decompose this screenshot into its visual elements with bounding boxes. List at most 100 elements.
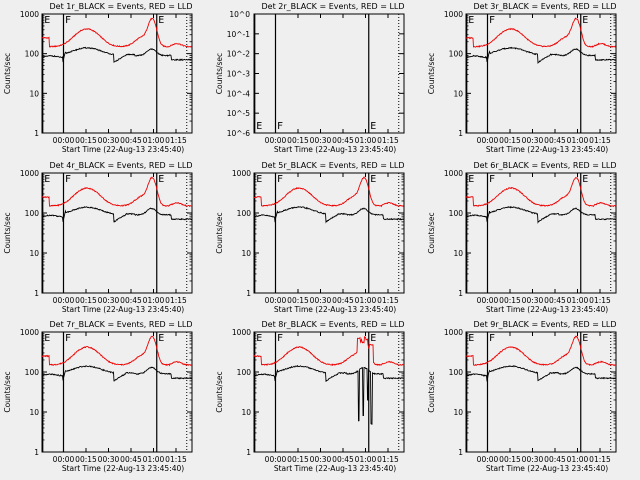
y-tick-label: 10^-5 [227,109,251,118]
lld-series-line [41,17,193,48]
y-tick-label: 1 [246,289,251,298]
marker-label: E [582,174,588,185]
y-tick-label: 100 [25,209,40,218]
x-tick-label: 00:00 [265,455,287,464]
y-tick-label: 10 [241,249,251,258]
marker-label: F [65,174,71,185]
x-tick-label: 00:45 [544,296,566,305]
y-tick-label: 1 [458,448,463,457]
events-series-line [41,206,193,223]
panel-title: Det 1r_BLACK = Events, RED = LLD [49,2,192,11]
plot-frame [41,13,193,134]
events-series-line [253,206,405,224]
x-tick-label: 00:45 [120,455,142,464]
lld-series-line [465,335,617,366]
y-tick-label: 100 [237,209,252,218]
marker-label: E [158,174,164,185]
x-tick-label: 00:45 [332,136,354,145]
y-axis-label: Counts/sec [427,53,436,94]
marker-label: F [65,333,71,344]
x-tick-label: 00:15 [499,136,521,145]
x-tick-label: 01:15 [589,136,611,145]
y-tick-label: 10 [29,408,39,417]
events-series-line [465,205,617,224]
x-tick-label: 00:30 [310,136,332,145]
x-tick-label: 01:00 [567,136,589,145]
lld-series-line [253,176,404,208]
marker-label: E [256,174,262,185]
plot-frame [253,13,405,134]
events-series-line [465,46,617,64]
y-tick-label: 1000 [232,169,251,178]
x-tick-label: 00:15 [287,455,309,464]
x-tick-label: 00:15 [287,136,309,145]
lld-series-line [41,176,193,207]
x-tick-label: 00:30 [310,455,332,464]
x-tick-label: 00:30 [522,455,544,464]
panel-title: Det 8r_BLACK = Events, RED = LLD [261,320,404,329]
x-tick-label: 00:30 [310,296,332,305]
x-axis-label: Start Time (22-Aug-13 23:45:40) [486,464,608,473]
x-tick-label: 01:15 [589,455,611,464]
x-tick-label: 01:00 [143,455,165,464]
x-tick-label: 00:30 [98,136,120,145]
marker-label: E [468,15,474,26]
y-tick-label: 10 [453,408,463,417]
y-axis-label: Counts/sec [3,212,12,253]
marker-label: E [44,174,50,185]
x-tick-label: 01:00 [355,296,377,305]
x-tick-label: 00:00 [53,296,75,305]
marker-label: F [277,174,283,185]
x-tick-label: 00:15 [75,136,97,145]
x-tick-label: 00:00 [53,136,75,145]
x-tick-label: 00:00 [477,136,499,145]
panel-title: Det 9r_BLACK = Events, RED = LLD [473,320,616,329]
x-tick-label: 00:45 [332,296,354,305]
marker-label: E [582,15,588,26]
plot-frame [41,172,193,294]
marker-label: E [370,121,376,132]
marker-label: E [370,333,376,344]
x-tick-label: 01:15 [165,296,187,305]
marker-label: E [44,15,50,26]
y-tick-label: 10 [29,89,39,98]
events-series-line [465,365,617,382]
panel-title: Det 7r_BLACK = Events, RED = LLD [49,320,192,329]
marker-label: E [582,333,588,344]
events-series-line [41,46,193,63]
y-tick-label: 1000 [444,328,463,337]
x-tick-label: 01:00 [143,296,165,305]
y-tick-label: 1000 [232,328,251,337]
y-axis-label: Counts/sec [3,371,12,412]
x-tick-label: 01:00 [355,136,377,145]
x-tick-label: 00:15 [75,296,97,305]
y-axis-label: Counts/sec [215,371,224,412]
lld-series-line [465,17,617,48]
x-tick-label: 00:15 [499,296,521,305]
plot-frame [465,13,617,134]
y-tick-label: 1000 [20,169,39,178]
x-axis-label: Start Time (22-Aug-13 23:45:40) [62,305,184,314]
y-tick-label: 1 [246,448,251,457]
y-tick-label: 1 [34,289,39,298]
marker-label: F [489,333,495,344]
x-tick-label: 01:15 [377,136,399,145]
y-tick-label: 100 [449,50,464,59]
y-axis-label: Counts/sec [427,212,436,253]
x-tick-label: 01:00 [567,296,589,305]
marker-label: E [370,174,376,185]
events-series-line [42,365,193,382]
marker-label: F [277,121,283,132]
marker-label: E [468,174,474,185]
panel-title: Det 3r_BLACK = Events, RED = LLD [473,2,616,11]
x-axis-label: Start Time (22-Aug-13 23:45:40) [274,464,396,473]
plot-frame [41,331,193,453]
y-tick-label: 10 [453,249,463,258]
marker-label: E [44,333,50,344]
x-tick-label: 00:45 [120,296,142,305]
